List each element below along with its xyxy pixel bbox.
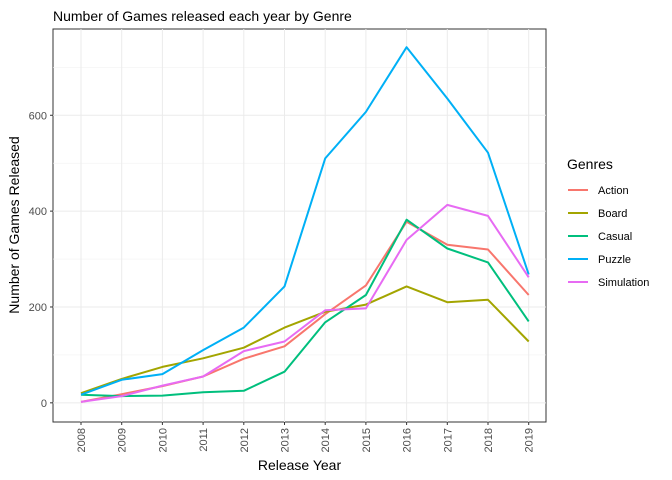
x-tick-label: 2017 [442,428,454,452]
legend-title: Genres [567,156,613,172]
series-line-board [80,285,530,395]
y-tick-label: 600 [29,110,47,122]
x-tick-label: 2015 [361,428,373,452]
x-tick-label: 2008 [76,428,88,452]
y-tick-label: 0 [41,398,47,410]
y-tick-label: 200 [29,302,47,314]
plot-panel [52,28,547,423]
legend: Genres Action Board Casual Puzzle Simulation [567,156,649,289]
grid-lines [53,29,546,422]
x-tick-label: 2014 [320,428,332,452]
legend-label-board: Board [598,208,627,220]
series-line-casual [80,218,530,398]
y-axis-title: Number of Games Released [6,136,22,313]
x-axis: 2008 2009 2010 2011 2012 2013 2014 2015 2016 2017… [76,422,536,452]
x-tick-label: 2018 [483,428,495,452]
chart-title: Number of Games released each year by Ge… [53,8,352,24]
x-tick-label: 2011 [198,428,210,452]
x-tick-label: 2019 [524,428,536,452]
legend-label-simulation: Simulation [598,277,649,289]
x-tick-label: 2013 [280,428,292,452]
legend-label-action: Action [598,185,629,197]
series-line-puzzle [80,46,530,396]
legend-label-puzzle: Puzzle [598,254,631,266]
y-tick-label: 400 [29,206,47,218]
series-line-simulation [80,203,530,403]
series-lines [80,46,530,403]
legend-label-casual: Casual [598,231,632,243]
x-tick-label: 2012 [239,428,251,452]
x-tick-label: 2010 [157,428,169,452]
y-axis: 0 200 400 600 [29,110,53,410]
x-tick-label: 2016 [402,428,414,452]
x-tick-label: 2009 [117,428,129,452]
x-axis-title: Release Year [258,457,342,473]
